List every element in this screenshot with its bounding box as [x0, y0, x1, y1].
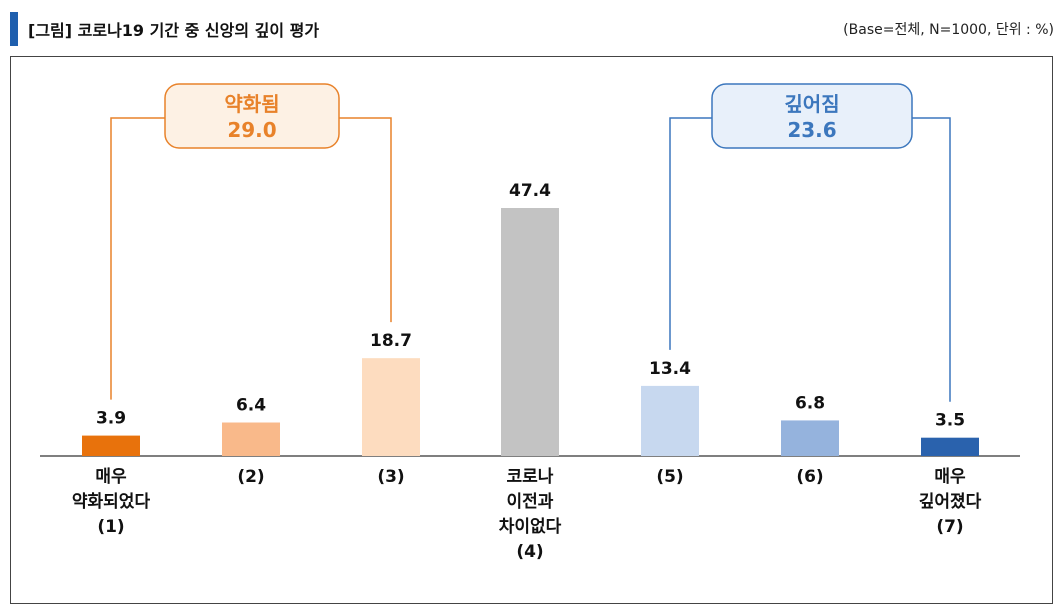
value-label-5: 13.4 — [649, 359, 691, 379]
bar-4 — [501, 208, 559, 456]
annotation-value-1: 29.0 — [227, 118, 276, 142]
annotation-label-2: 깊어짐 — [784, 92, 839, 116]
bar-7 — [921, 437, 979, 456]
bar-6 — [781, 420, 839, 456]
value-label-4: 47.4 — [509, 181, 551, 201]
annotation-box-2 — [711, 83, 913, 149]
base-note: (Base=전체, N=1000, 단위 : %) — [843, 22, 1054, 38]
value-label-1: 3.9 — [96, 409, 126, 429]
category-label-7: 깊어졌다 — [919, 492, 982, 512]
bar-5 — [641, 385, 699, 456]
category-label-1: (1) — [97, 517, 124, 537]
category-label-4: 이전과 — [507, 492, 554, 512]
bracket-line-right-2 — [912, 117, 951, 402]
annotation-box-1 — [164, 83, 340, 149]
value-label-2: 6.4 — [236, 396, 266, 416]
category-label-3: (3) — [377, 467, 404, 487]
value-label-7: 3.5 — [935, 411, 965, 431]
category-label-7: 매우 — [934, 467, 966, 487]
category-label-6: (6) — [796, 467, 823, 487]
bar-3 — [362, 358, 420, 456]
category-label-1: 매우 — [95, 467, 127, 487]
bar-1 — [82, 435, 140, 456]
category-label-7: (7) — [936, 517, 963, 537]
value-label-3: 18.7 — [370, 331, 412, 351]
bracket-line-left-1 — [110, 117, 165, 400]
category-label-4: 차이없다 — [499, 517, 562, 537]
category-label-2: (2) — [237, 467, 264, 487]
value-label-6: 6.8 — [795, 393, 825, 413]
bar-2 — [222, 422, 280, 456]
category-label-4: 코로나 — [507, 467, 554, 487]
bracket-line-left-2 — [669, 117, 712, 350]
category-label-5: (5) — [656, 467, 683, 487]
category-label-4: (4) — [516, 542, 543, 562]
category-label-1: 약화되었다 — [72, 491, 151, 512]
title-accent-bar — [10, 12, 18, 46]
annotation-value-2: 23.6 — [787, 118, 836, 142]
annotation-label-1: 약화됨 — [224, 92, 279, 116]
chart-title: [그림] 코로나19 기간 중 신앙의 깊이 평가 — [28, 21, 320, 40]
bracket-line-right-1 — [339, 117, 392, 323]
chart-frame — [10, 56, 1053, 604]
